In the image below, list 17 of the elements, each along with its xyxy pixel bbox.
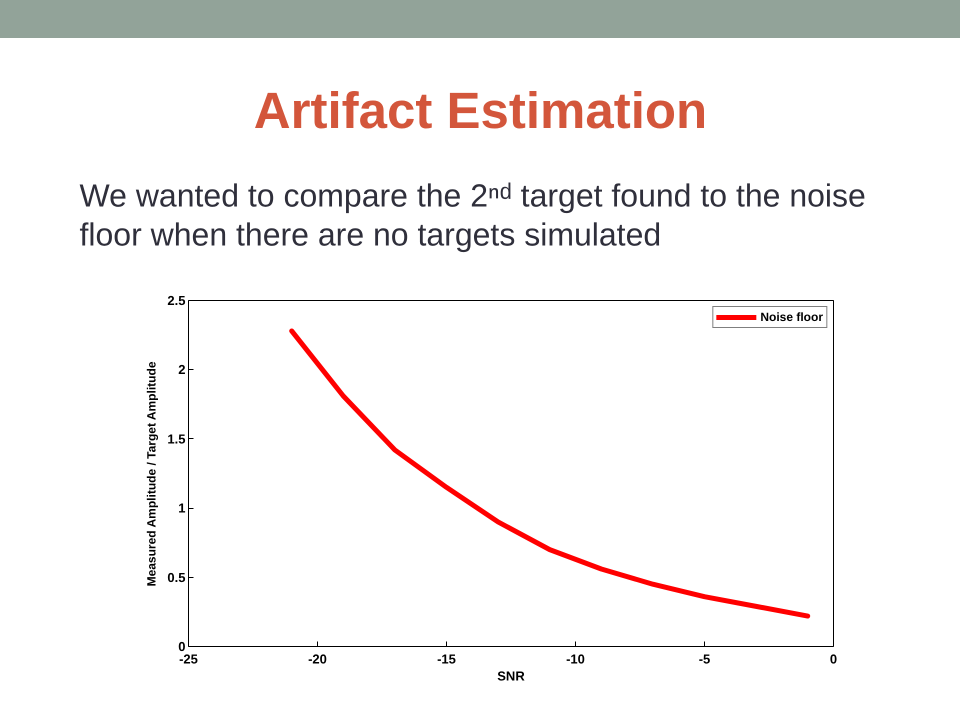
x-tick-label: -25 <box>179 652 198 666</box>
y-tick-label: 0.5 <box>167 570 186 585</box>
chart-title: Artifact Estimation <box>254 82 708 139</box>
y-tick-label: 2.5 <box>167 293 186 308</box>
y-tick-label: 1 <box>178 500 186 516</box>
legend-label: Noise floor <box>760 310 823 324</box>
x-tick-label: -5 <box>698 652 710 666</box>
x-axis-title: SNR <box>497 668 526 684</box>
y-axis-title: Measured Amplitude / Target Amplitude <box>144 361 158 586</box>
x-tick-label: 0 <box>830 652 838 666</box>
x-tick-label: -15 <box>437 652 456 666</box>
y-tick-label: 1.5 <box>167 431 186 446</box>
x-tick-label: -10 <box>566 652 585 666</box>
chart-subtitle: We wanted to compare the 2ⁿᵈ target found to the noise floor when there are no targets simulated <box>80 178 866 252</box>
y-tick-label: 2 <box>178 362 186 378</box>
y-tick-label: 0 <box>178 639 186 654</box>
x-tick-label: -20 <box>308 652 327 666</box>
